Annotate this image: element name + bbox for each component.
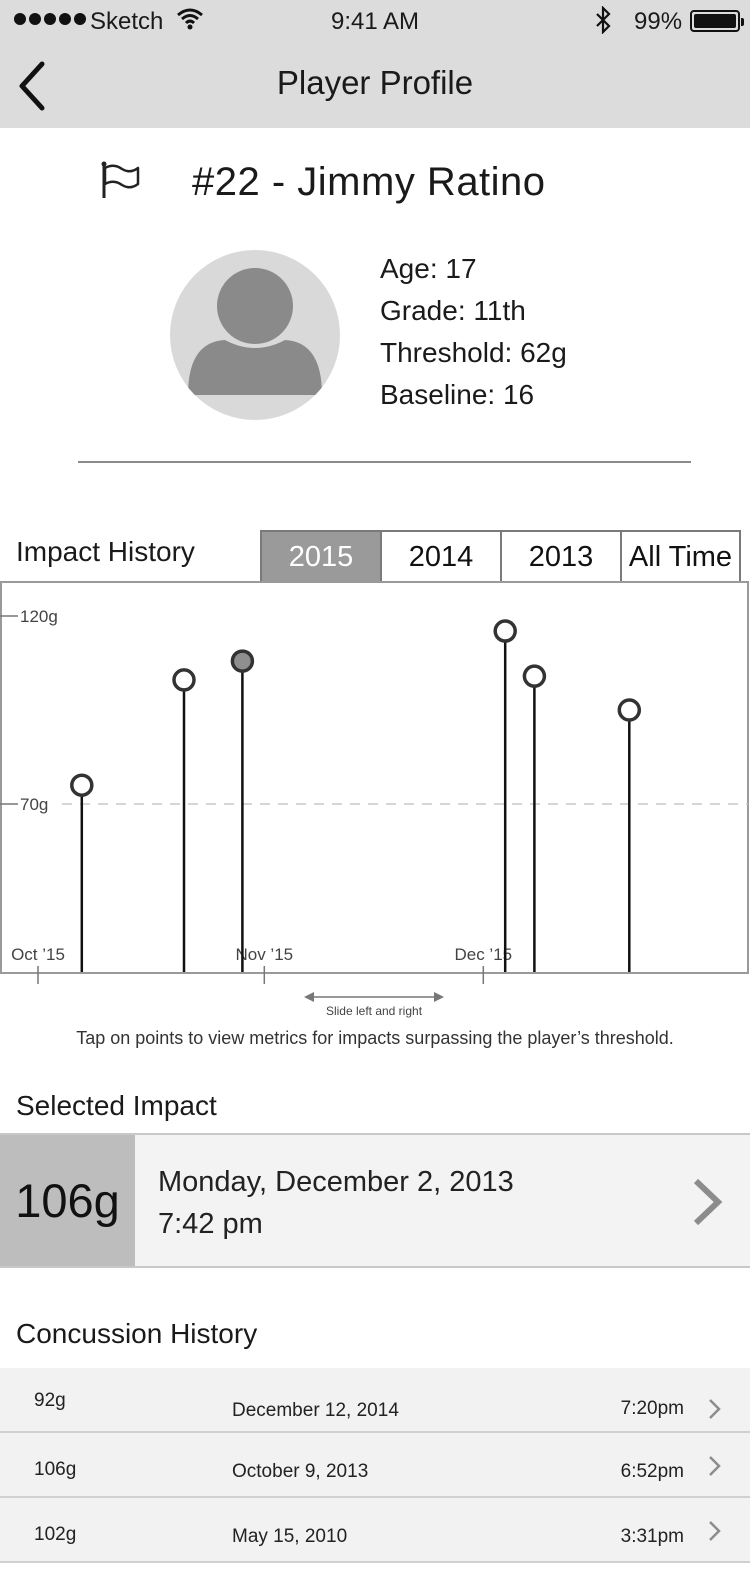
tab-2013[interactable]: 2013 [502,532,622,582]
player-name: #22 - Jimmy Ratino [192,160,546,204]
concussion-date: December 12, 2014 [232,1400,399,1421]
list-item[interactable]: 106g October 9, 2013 6:52pm [0,1433,750,1498]
status-bar: Sketch 9:41 AM 99% [0,0,750,42]
impact-chart-plot: 120g 70g Oct ’15 Nov ’15 Dec ’15 Slide left a… [0,607,748,1018]
x-tick-label: Nov ’15 [235,945,293,964]
selected-impact-card[interactable]: 106g Monday, December 2, 2013 7:42 pm [0,1133,750,1268]
x-tick-label: Oct ’15 [11,945,65,964]
avatar [170,250,340,420]
impact-point[interactable] [172,668,196,692]
flag-icon[interactable] [98,160,142,200]
selected-impact-datetime: Monday, December 2, 2013 7:42 pm [158,1161,514,1245]
chevron-right-icon [709,1399,721,1419]
slide-left-arrow-icon [304,992,314,1002]
y-tick-label: 120g [20,607,58,626]
impact-point[interactable] [617,698,642,722]
player-stats: Age: 17 Grade: 11th Threshold: 62g Basel… [380,248,567,416]
concussion-time: 6:52pm [620,1461,684,1482]
tab-all-time[interactable]: All Time [622,532,739,582]
selected-impact-time: 7:42 pm [158,1208,263,1240]
concussion-value: 106g [34,1459,77,1480]
battery-icon [690,10,744,32]
stat-baseline: Baseline: 16 [380,379,535,410]
wifi-icon [177,8,203,30]
signal-dots-icon [14,13,86,25]
person-icon [188,268,322,395]
concussion-time: 7:20pm [620,1398,684,1419]
concussion-time: 3:31pm [620,1526,684,1547]
stat-age: Age: 17 [380,253,477,284]
concussion-date: October 9, 2013 [232,1461,369,1482]
y-tick-label: 70g [20,795,48,814]
impact-point[interactable] [493,619,517,643]
selected-impact-value: 106g [0,1135,135,1266]
tab-2014[interactable]: 2014 [382,532,502,582]
slide-right-arrow-icon [434,992,444,1002]
impact-chart[interactable] [0,581,749,974]
tab-2015[interactable]: 2015 [262,532,382,582]
concussion-history-title: Concussion History [16,1318,258,1349]
concussion-value: 92g [34,1390,66,1411]
chevron-right-icon [709,1456,721,1476]
stat-grade: Grade: 11th [380,295,526,326]
tap-hint: Tap on points to view metrics for impact… [76,1028,674,1048]
list-item[interactable]: 92g December 12, 2014 7:20pm [0,1368,750,1433]
chevron-right-icon [693,1178,723,1226]
top-bar: Sketch 9:41 AM 99% Player Profile [0,0,750,128]
list-item[interactable]: 102g May 15, 2010 3:31pm [0,1498,750,1563]
concussion-date: May 15, 2010 [232,1526,348,1547]
impact-history-title: Impact History [16,536,195,567]
carrier-label: Sketch [90,8,164,35]
x-tick-label: Dec ’15 [454,945,512,964]
concussion-list: 92g December 12, 2014 7:20pm 106g Octobe… [0,1368,750,1563]
selected-impact-date: Monday, December 2, 2013 [158,1166,514,1198]
impact-point[interactable] [522,664,547,688]
bluetooth-icon [596,6,611,34]
back-chevron-icon[interactable] [14,60,54,112]
status-time: 9:41 AM [330,8,420,35]
slide-hint-label: Slide left and right [326,1004,423,1018]
page-title: Player Profile [276,64,474,101]
section-divider [78,461,691,463]
stat-threshold: Threshold: 62g [380,337,567,368]
concussion-value: 102g [34,1524,77,1545]
impact-point[interactable] [70,773,94,797]
year-tabs: 2015 2014 2013 All Time [260,530,741,582]
battery-percent: 99% [634,8,683,35]
chevron-right-icon [709,1521,721,1541]
impact-point-selected[interactable] [230,649,255,673]
selected-impact-title: Selected Impact [16,1090,217,1121]
